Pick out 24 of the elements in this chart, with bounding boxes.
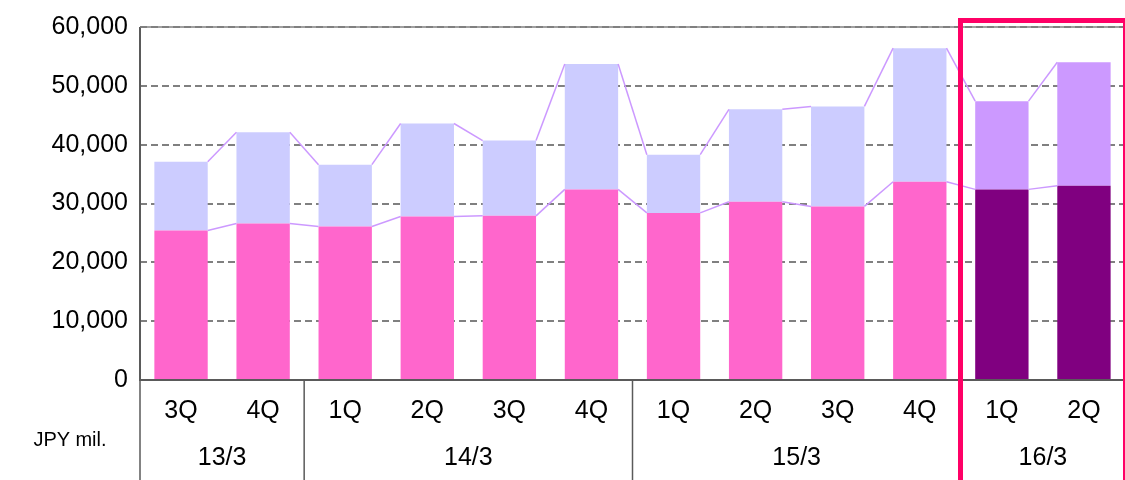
x-tick-label: 4Q — [574, 394, 609, 423]
x-tick-label: 2Q — [1067, 394, 1101, 423]
x-tick-label: 3Q — [492, 394, 527, 423]
x-tick-label: 2Q — [410, 394, 444, 423]
x-tick-label: 2Q — [738, 394, 773, 423]
x-tick-label: 1Q — [985, 394, 1019, 423]
y-tick-label: 40,000 — [51, 128, 128, 157]
x-tick-label: 3Q — [821, 394, 855, 423]
y-tick-label: 30,000 — [51, 187, 128, 216]
y-axis-title: JPY mil. — [33, 427, 107, 450]
y-tick-label: 50,000 — [51, 69, 128, 98]
y-tick-label: 60,000 — [51, 10, 128, 39]
x-tick-label: 1Q — [328, 394, 362, 423]
x-tick-label: 3Q — [164, 394, 198, 423]
y-tick-label: 10,000 — [51, 305, 128, 334]
text: 14/3 — [444, 441, 493, 470]
y-tick-label: 20,000 — [51, 246, 128, 275]
text: 13/3 — [197, 441, 247, 470]
x-tick-label: 4Q — [903, 394, 937, 423]
x-tick-label: 4Q — [246, 394, 280, 423]
x-tick-label: 1Q — [656, 394, 691, 423]
y-tick-label: 0 — [114, 363, 128, 392]
text: 16/3 — [1018, 441, 1068, 470]
text: 15/3 — [772, 441, 821, 470]
